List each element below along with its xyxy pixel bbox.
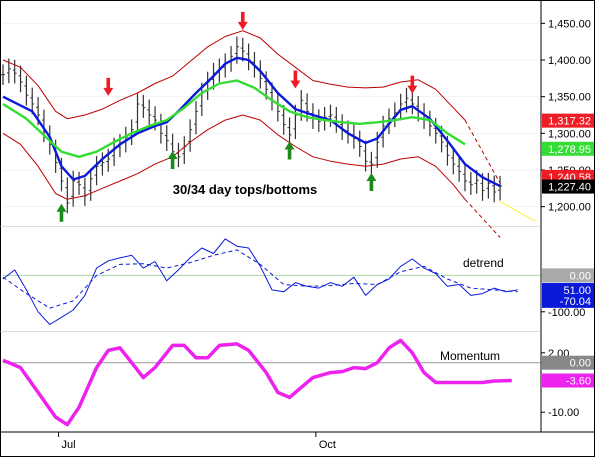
momentum-series-group [2, 338, 541, 427]
price-series-group [1, 30, 536, 238]
price-panel: 30/34 day tops/bottoms 1,450.00 1,400.00 1… [1, 11, 594, 238]
x-tick-label: Jul [62, 439, 76, 451]
value-tag [542, 268, 594, 283]
x-axis: Jul Oct [58, 432, 336, 451]
detrend-legend: detrend [463, 256, 504, 270]
bottom-arrow-marker [284, 141, 295, 160]
y-tick-label: 1,200.00 [548, 202, 591, 214]
momentum-legend: Momentum [440, 349, 500, 363]
x-tick-label: Oct [319, 439, 336, 451]
price-series-ma-slow [2, 79, 466, 158]
value-tag-label: 0.00 [570, 358, 591, 370]
y-tick-label: 1,350.00 [548, 92, 591, 104]
price-series-band-lower [2, 114, 466, 200]
price-value-tags: 1,317.321,278.951,240.581,227.40 [542, 113, 594, 194]
value-tag [542, 141, 594, 156]
y-tick-label: 1,450.00 [548, 18, 591, 30]
price-annotations-group [56, 11, 418, 222]
value-tag [542, 373, 594, 388]
value-tag-label: -70.04 [560, 296, 591, 308]
top-arrow-marker [407, 75, 418, 94]
panel-separators [0, 0, 595, 433]
value-tag-label: 1,278.95 [548, 144, 591, 156]
momentum-series-momentum-line [2, 338, 512, 427]
detrend-series-detrend-line [2, 238, 518, 325]
price-title: 30/34 day tops/bottoms [173, 182, 317, 197]
detrend-series-group [2, 238, 541, 325]
top-arrow-marker [290, 70, 301, 89]
value-tag-label: 1,317.32 [548, 116, 591, 128]
bottom-arrow-marker [167, 151, 178, 169]
price-series-band-upper-proj [464, 119, 501, 184]
value-tag-label: 1,227.40 [548, 182, 591, 194]
price-series-band-lower-proj [464, 198, 501, 238]
bottom-arrow-marker [366, 173, 377, 191]
price-series-ma-fast [2, 56, 501, 188]
value-tag-label: -3.60 [566, 376, 591, 388]
momentum-panel: Momentum 2.00-10.00 0.00-3.60 [2, 338, 594, 427]
value-tag-label: 0.00 [570, 270, 591, 282]
price-series-band-upper [2, 30, 466, 121]
value-tag [542, 355, 594, 370]
price-series-projection [499, 201, 536, 222]
detrend-y-axis: -100.00 [541, 307, 585, 319]
y-tick-label: 1,300.00 [548, 128, 591, 140]
value-tag [542, 293, 594, 308]
momentum-value-tags: 0.00 -3.60 [542, 355, 594, 388]
top-arrow-marker [237, 11, 248, 30]
value-tag [542, 113, 594, 128]
bottom-arrow-marker [56, 203, 67, 222]
value-tag [542, 282, 594, 297]
y-tick-label: -100.00 [548, 307, 585, 319]
value-tag [542, 179, 594, 194]
y-tick-label: -10.00 [548, 407, 579, 419]
detrend-series-detrend-avg [2, 249, 518, 309]
y-tick-label: 1,400.00 [548, 55, 591, 67]
top-arrow-marker [103, 77, 114, 96]
